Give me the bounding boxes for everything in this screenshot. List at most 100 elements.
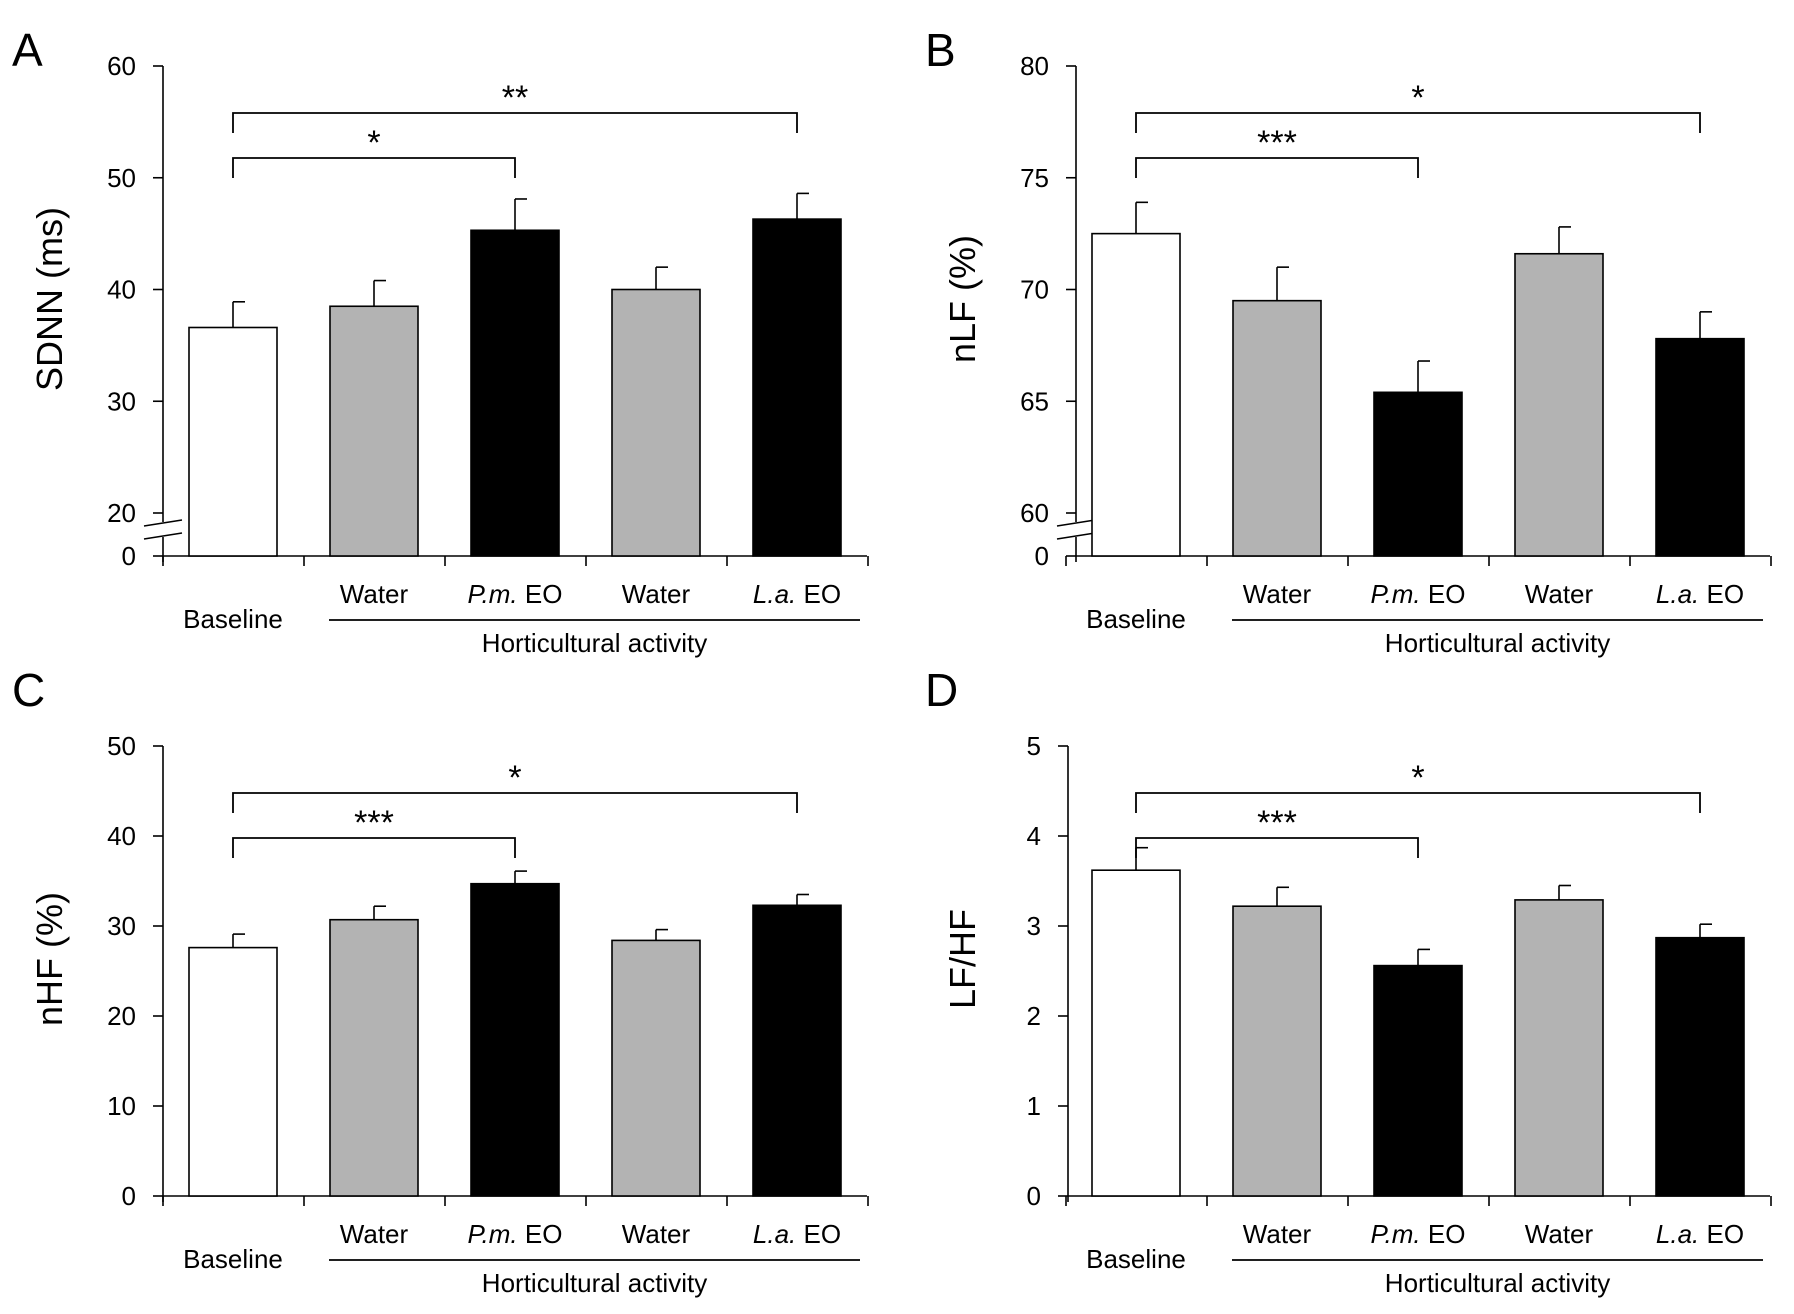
significance-label: *** — [1257, 124, 1297, 162]
category-label: Water — [1243, 1219, 1312, 1249]
y-tick-label: 50 — [107, 731, 136, 761]
y-axis-title: SDNN (ms) — [29, 207, 70, 391]
y-tick-label: 40 — [107, 275, 136, 305]
y-tick-label: 0 — [122, 541, 136, 571]
y-tick-label: 70 — [1020, 275, 1049, 305]
bar-2 — [329, 305, 419, 557]
chart-panel-b: B 80 75 70 65 60 0 nLF (%) Baseline Water P.m. EO W… — [925, 24, 1772, 658]
category-label: L.a. EO — [1656, 579, 1744, 609]
bar-5 — [752, 218, 842, 557]
category-label: Water — [340, 1219, 409, 1249]
category-label: Water — [1525, 1219, 1594, 1249]
y-tick-label: 80 — [1020, 51, 1049, 81]
y-tick-label: 0 — [1027, 1181, 1041, 1211]
significance-bracket — [1135, 837, 1419, 858]
y-axis-title: nLF (%) — [942, 235, 983, 363]
group-label: Horticultural activity — [482, 1268, 707, 1298]
bar-1 — [1091, 869, 1181, 1197]
bar-4 — [611, 288, 701, 557]
category-label: Baseline — [1086, 604, 1186, 634]
y-tick-label: 0 — [1035, 541, 1049, 571]
bar-4 — [611, 939, 701, 1197]
significance-bracket — [1135, 112, 1701, 133]
y-axis-title: LF/HF — [942, 909, 983, 1009]
panel-label: C — [12, 664, 45, 716]
category-label: Baseline — [1086, 1244, 1186, 1274]
bar-3 — [1373, 964, 1463, 1197]
category-label: P.m. EO — [468, 1219, 563, 1249]
significance-bracket — [232, 157, 516, 178]
category-label: P.m. EO — [468, 579, 563, 609]
y-tick-label: 75 — [1020, 163, 1049, 193]
y-tick-label: 10 — [107, 1091, 136, 1121]
bar-5 — [1655, 337, 1745, 557]
y-tick-label: 20 — [107, 498, 136, 528]
y-tick-label: 30 — [107, 911, 136, 941]
y-tick-label: 0 — [122, 1181, 136, 1211]
bar-2 — [329, 918, 419, 1197]
category-label: Water — [1525, 579, 1594, 609]
category-label: Water — [622, 1219, 691, 1249]
panel-label: D — [925, 664, 958, 716]
group-label: Horticultural activity — [1385, 1268, 1610, 1298]
significance-bracket — [1135, 792, 1701, 813]
y-tick-label: 30 — [107, 386, 136, 416]
group-label: Horticultural activity — [1385, 628, 1610, 658]
category-label: L.a. EO — [1656, 1219, 1744, 1249]
category-label: Water — [622, 579, 691, 609]
bar-1 — [188, 326, 278, 557]
bar-2 — [1232, 299, 1322, 557]
bar-4 — [1514, 899, 1604, 1197]
category-label: L.a. EO — [753, 1219, 841, 1249]
y-tick-label: 20 — [107, 1001, 136, 1031]
significance-bracket — [232, 792, 798, 813]
y-tick-label: 1 — [1027, 1091, 1041, 1121]
y-tick-label: 4 — [1027, 821, 1041, 851]
category-label: Water — [340, 579, 409, 609]
bar-1 — [188, 946, 278, 1197]
bar-5 — [1655, 936, 1745, 1197]
axis-break-mark — [143, 519, 183, 527]
significance-label: ** — [502, 79, 528, 117]
y-tick-label: 2 — [1027, 1001, 1041, 1031]
significance-label: * — [508, 759, 521, 797]
y-tick-label: 3 — [1027, 911, 1041, 941]
significance-label: * — [1411, 79, 1424, 117]
chart-panel-d: D 5 4 3 2 1 0 LF/HF Baseline Water P.m. EO Water L.a… — [925, 664, 1772, 1298]
bar-3 — [470, 882, 560, 1197]
category-label: P.m. EO — [1371, 579, 1466, 609]
significance-bracket — [232, 112, 798, 133]
bar-5 — [752, 904, 842, 1197]
category-label: P.m. EO — [1371, 1219, 1466, 1249]
y-tick-label: 60 — [1020, 498, 1049, 528]
panel-label: B — [925, 24, 956, 76]
panel-label: A — [12, 24, 43, 76]
significance-bracket — [232, 837, 516, 858]
category-label: L.a. EO — [753, 579, 841, 609]
y-tick-label: 60 — [107, 51, 136, 81]
axis-break-mark — [1056, 532, 1096, 540]
axis-break-mark — [1056, 519, 1096, 527]
significance-label: * — [1411, 759, 1424, 797]
category-label: Water — [1243, 579, 1312, 609]
chart-panel-a: A 60 50 40 30 20 0 SDNN (ms) Baseline Water P.m. E… — [12, 24, 869, 658]
bar-2 — [1232, 905, 1322, 1197]
bar-3 — [470, 229, 560, 557]
y-tick-label: 65 — [1020, 386, 1049, 416]
axis-break-mark — [143, 532, 183, 540]
chart-panel-c: C 50 40 30 20 10 0 nHF (%) Baseline Water P.m. EO W… — [12, 664, 869, 1298]
significance-label: *** — [354, 804, 394, 842]
bar-3 — [1373, 391, 1463, 557]
category-label: Baseline — [183, 604, 283, 634]
significance-label: *** — [1257, 804, 1297, 842]
bar-1 — [1091, 232, 1181, 557]
group-label: Horticultural activity — [482, 628, 707, 658]
category-label: Baseline — [183, 1244, 283, 1274]
y-tick-label: 5 — [1027, 731, 1041, 761]
significance-label: * — [367, 124, 380, 162]
y-tick-label: 40 — [107, 821, 136, 851]
y-axis-title: nHF (%) — [29, 892, 70, 1026]
bar-4 — [1514, 252, 1604, 557]
significance-bracket — [1135, 157, 1419, 178]
